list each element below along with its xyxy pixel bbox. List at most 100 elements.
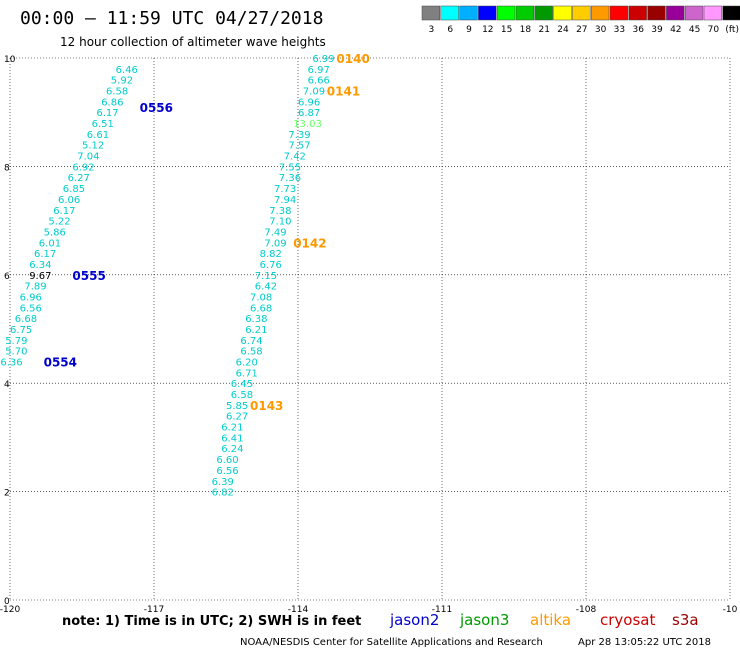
scale-swatch xyxy=(459,5,478,21)
wave-height-value: 6.21 xyxy=(221,423,243,434)
scale-label: 36 xyxy=(632,25,644,35)
scale-swatch xyxy=(553,5,572,21)
wave-height-value: 6.36 xyxy=(0,358,22,369)
wave-height-value: 5.92 xyxy=(111,76,133,87)
wave-height-value: 7.49 xyxy=(264,227,286,238)
scale-label: 12 xyxy=(482,25,493,35)
scale-swatch xyxy=(440,5,459,21)
wave-height-value: 6.87 xyxy=(298,108,320,119)
wave-height-value: 6.39 xyxy=(212,477,234,488)
wave-height-value: 6.21 xyxy=(245,325,267,336)
wave-height-value: 5.86 xyxy=(44,227,66,238)
scale-swatch xyxy=(609,5,629,21)
scale-label: 27 xyxy=(576,25,587,35)
wave-height-value: 7.08 xyxy=(250,292,272,303)
wave-height-value: 6.27 xyxy=(68,173,90,184)
satellite-legend-altika: altika xyxy=(530,611,571,629)
wave-height-value: 7.55 xyxy=(279,162,301,173)
scale-label: 15 xyxy=(501,25,512,35)
wave-height-value: 7.38 xyxy=(269,206,291,217)
wave-height-value: 6.45 xyxy=(231,379,253,390)
wave-height-value: 6.76 xyxy=(260,260,282,271)
wave-height-points: 6.465.926.586.866.176.516.615.127.046.92… xyxy=(0,54,334,499)
scale-label: (ft) xyxy=(725,25,739,35)
y-tick-label: 8 xyxy=(4,163,10,173)
wave-height-value: 6.60 xyxy=(216,455,238,466)
wave-height-value: 6.61 xyxy=(87,130,109,141)
satellite-legend-jason2: jason2 xyxy=(389,611,439,629)
footer-timestamp: Apr 28 13:05:22 UTC 2018 xyxy=(578,637,711,648)
wave-height-value: 6.99 xyxy=(312,54,334,65)
scale-label: 21 xyxy=(538,25,549,35)
wave-height-value: 7.15 xyxy=(255,271,277,282)
time-label: 0554 xyxy=(44,356,77,370)
wave-height-value: 6.58 xyxy=(231,390,253,401)
time-label: 0142 xyxy=(293,236,326,250)
scale-label: 30 xyxy=(595,25,607,35)
wave-height-value: 6.20 xyxy=(236,358,258,369)
scale-swatch xyxy=(628,5,647,21)
scale-swatch xyxy=(515,5,535,21)
time-label: 0141 xyxy=(327,85,360,99)
x-tick-label: -108 xyxy=(576,605,597,615)
y-tick-label: 4 xyxy=(4,380,10,390)
map-title: 00:00 – 11:59 UTC 04/27/2018 xyxy=(20,8,323,29)
wave-height-value: 6.24 xyxy=(221,444,243,455)
wave-height-value: 5.79 xyxy=(5,336,27,347)
wave-height-value: 7.10 xyxy=(269,217,291,228)
satellite-legend-cryosat: cryosat xyxy=(600,611,655,629)
wave-height-value: 5.70 xyxy=(5,347,27,358)
x-tick-label: -117 xyxy=(144,605,164,615)
wave-height-value: 6.42 xyxy=(255,282,277,293)
wave-height-value: 6.96 xyxy=(298,97,320,108)
scale-swatch xyxy=(684,5,704,21)
wave-height-value: 7.04 xyxy=(77,152,99,163)
wave-height-value: 6.56 xyxy=(20,303,42,314)
wave-height-value: 6.51 xyxy=(92,119,114,130)
footer-credit: NOAA/NESDIS Center for Satellite Applica… xyxy=(240,637,543,648)
wave-height-value: 6.06 xyxy=(58,195,80,206)
wave-height-value: 6.58 xyxy=(240,347,262,358)
scale-swatch xyxy=(647,5,666,21)
scale-swatch xyxy=(534,5,553,21)
wave-height-value: 6.01 xyxy=(39,238,61,249)
satellite-legend-jason3: jason3 xyxy=(459,611,509,629)
wave-height-value: 6.75 xyxy=(10,325,32,336)
wave-height-value: 6.41 xyxy=(221,433,243,444)
scale-swatch xyxy=(666,5,685,21)
wave-height-value: 7.39 xyxy=(288,130,310,141)
time-labels: 0556 0555 0554 0140 0141 0142 0143 xyxy=(44,52,370,413)
time-label: 0143 xyxy=(250,399,283,413)
wave-height-value: 6.82 xyxy=(212,488,234,499)
wave-height-value: 7.09 xyxy=(303,87,325,98)
wave-height-value: 5.85 xyxy=(226,401,248,412)
map-subtitle: 12 hour collection of altimeter wave hei… xyxy=(60,35,326,49)
color-scale: 3 6 9 12 15 18 21 24 27 30 33 36 39 42 45 70 (ft) xyxy=(421,5,740,35)
axis-tick-labels: -120 -117 -114 -111 -108 -10 0 2 4 6 8 10 xyxy=(0,55,738,615)
wave-height-value: 6.85 xyxy=(63,184,85,195)
scale-swatch xyxy=(722,5,740,21)
wave-height-value: 6.46 xyxy=(116,65,138,76)
y-tick-label: 0 xyxy=(4,597,10,607)
wave-height-value: 6.17 xyxy=(96,108,118,119)
wave-height-value: 6.38 xyxy=(245,314,267,325)
wave-height-value: 6.58 xyxy=(106,87,128,98)
wave-height-value: 6.68 xyxy=(15,314,37,325)
scale-swatch xyxy=(478,5,497,21)
scale-label: 18 xyxy=(520,25,532,35)
wave-height-value: 7.09 xyxy=(264,238,286,249)
wave-height-value: 13.03 xyxy=(293,119,322,130)
scale-label: 6 xyxy=(447,25,453,35)
x-tick-label: -10 xyxy=(723,605,738,615)
scale-swatch xyxy=(703,5,723,21)
wave-height-value: 6.68 xyxy=(250,303,272,314)
time-label: 0555 xyxy=(72,269,105,283)
wave-height-value: 7.42 xyxy=(284,152,306,163)
wave-height-value: 7.36 xyxy=(279,173,301,184)
legend-note: note: 1) Time is in UTC; 2) SWH is in fe… xyxy=(62,614,361,629)
y-tick-label: 6 xyxy=(4,272,10,282)
scale-label: 3 xyxy=(429,25,435,35)
x-tick-label: -111 xyxy=(432,605,452,615)
scale-label: 39 xyxy=(651,25,663,35)
y-tick-label: 2 xyxy=(4,489,10,499)
